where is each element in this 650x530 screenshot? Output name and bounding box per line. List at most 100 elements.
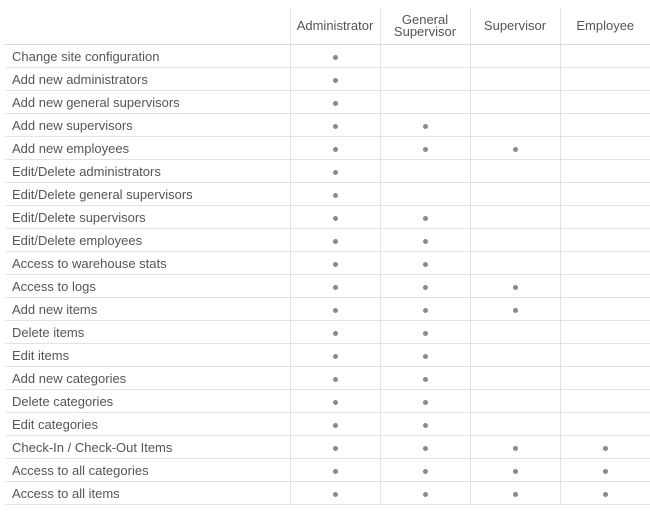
permission-cell — [469, 320, 560, 344]
permission-label: Edit/Delete supervisors — [5, 205, 290, 229]
permission-cell — [379, 389, 470, 413]
permission-dot-icon — [332, 399, 338, 405]
permission-cell — [559, 159, 650, 183]
permission-cell — [469, 182, 560, 206]
permission-dot-icon — [332, 100, 338, 106]
permission-dot-icon — [332, 215, 338, 221]
column-header-line: General — [401, 12, 449, 27]
permission-label: Access to all items — [5, 481, 290, 505]
permission-cell — [289, 44, 380, 68]
permission-cell — [379, 205, 470, 229]
permission-cell — [559, 205, 650, 229]
permission-cell — [469, 412, 560, 436]
permission-dot-icon — [332, 169, 338, 175]
permission-dot-icon — [422, 123, 428, 129]
permission-dot-icon — [332, 192, 338, 198]
table-header: Administrator General Supervisor Supervi… — [5, 8, 650, 45]
permission-dot-icon — [422, 353, 428, 359]
column-header-line: Supervisor — [393, 24, 457, 39]
permission-cell — [469, 136, 560, 160]
permission-cell — [379, 113, 470, 137]
column-header-line: Supervisor — [483, 18, 547, 33]
permission-cell — [289, 458, 380, 482]
permission-label: Delete items — [5, 320, 290, 344]
permission-dot-icon — [422, 284, 428, 290]
permission-cell — [289, 90, 380, 114]
permission-cell — [469, 113, 560, 137]
table-row: Access to all items — [5, 481, 650, 505]
permission-dot-icon — [332, 307, 338, 313]
permission-dot-icon — [512, 284, 518, 290]
permission-cell — [469, 297, 560, 321]
permission-cell — [379, 435, 470, 459]
permission-cell — [289, 297, 380, 321]
permission-dot-icon — [422, 399, 428, 405]
table-body: Change site configuration Add new adminis… — [5, 44, 650, 505]
permission-label: Edit categories — [5, 412, 290, 436]
permission-label: Edit/Delete administrators — [5, 159, 290, 183]
permission-cell — [289, 435, 380, 459]
permission-cell — [559, 182, 650, 206]
permission-cell — [289, 320, 380, 344]
permission-cell — [289, 159, 380, 183]
table-row: Edit items — [5, 343, 650, 367]
permission-dot-icon — [332, 238, 338, 244]
permission-cell — [379, 182, 470, 206]
permission-cell — [289, 389, 380, 413]
permission-cell — [469, 458, 560, 482]
table-row: Add new administrators — [5, 67, 650, 91]
permission-cell — [469, 90, 560, 114]
table-row: Add new supervisors — [5, 113, 650, 137]
table-row: Change site configuration — [5, 44, 650, 68]
permission-cell — [379, 67, 470, 91]
permission-cell — [289, 481, 380, 505]
permission-cell — [559, 458, 650, 482]
permission-cell — [469, 44, 560, 68]
permission-cell — [469, 389, 560, 413]
permission-label: Access to logs — [5, 274, 290, 298]
permission-cell — [289, 274, 380, 298]
permission-dot-icon — [332, 468, 338, 474]
permission-dot-icon — [422, 445, 428, 451]
permission-cell — [469, 205, 560, 229]
permission-label: Delete categories — [5, 389, 290, 413]
permission-label: Edit/Delete general supervisors — [5, 182, 290, 206]
permission-dot-icon — [422, 376, 428, 382]
permission-cell — [469, 343, 560, 367]
permission-dot-icon — [332, 54, 338, 60]
permission-dot-icon — [422, 468, 428, 474]
permission-label: Add new employees — [5, 136, 290, 160]
permission-cell — [559, 251, 650, 275]
permission-label: Add new items — [5, 297, 290, 321]
table-row: Access to warehouse stats — [5, 251, 650, 275]
permission-dot-icon — [512, 468, 518, 474]
permission-dot-icon — [422, 146, 428, 152]
table-row: Add new items — [5, 297, 650, 321]
permission-label: Add new categories — [5, 366, 290, 390]
permission-cell — [379, 458, 470, 482]
table-row: Check-In / Check-Out Items — [5, 435, 650, 459]
permission-cell — [469, 67, 560, 91]
permission-cell — [379, 251, 470, 275]
permission-cell — [559, 320, 650, 344]
table-row: Access to all categories — [5, 458, 650, 482]
permission-dot-icon — [332, 330, 338, 336]
permission-cell — [559, 435, 650, 459]
permission-dot-icon — [422, 307, 428, 313]
permission-cell — [469, 435, 560, 459]
permission-cell — [289, 412, 380, 436]
permission-cell — [289, 67, 380, 91]
permission-cell — [379, 90, 470, 114]
permission-cell — [379, 366, 470, 390]
permission-dot-icon — [422, 215, 428, 221]
permission-cell — [469, 274, 560, 298]
permission-cell — [289, 251, 380, 275]
permission-cell — [379, 159, 470, 183]
permission-dot-icon — [332, 146, 338, 152]
permission-cell — [559, 389, 650, 413]
permission-dot-icon — [332, 284, 338, 290]
permission-label: Add new administrators — [5, 67, 290, 91]
permission-cell — [559, 136, 650, 160]
permission-dot-icon — [332, 445, 338, 451]
